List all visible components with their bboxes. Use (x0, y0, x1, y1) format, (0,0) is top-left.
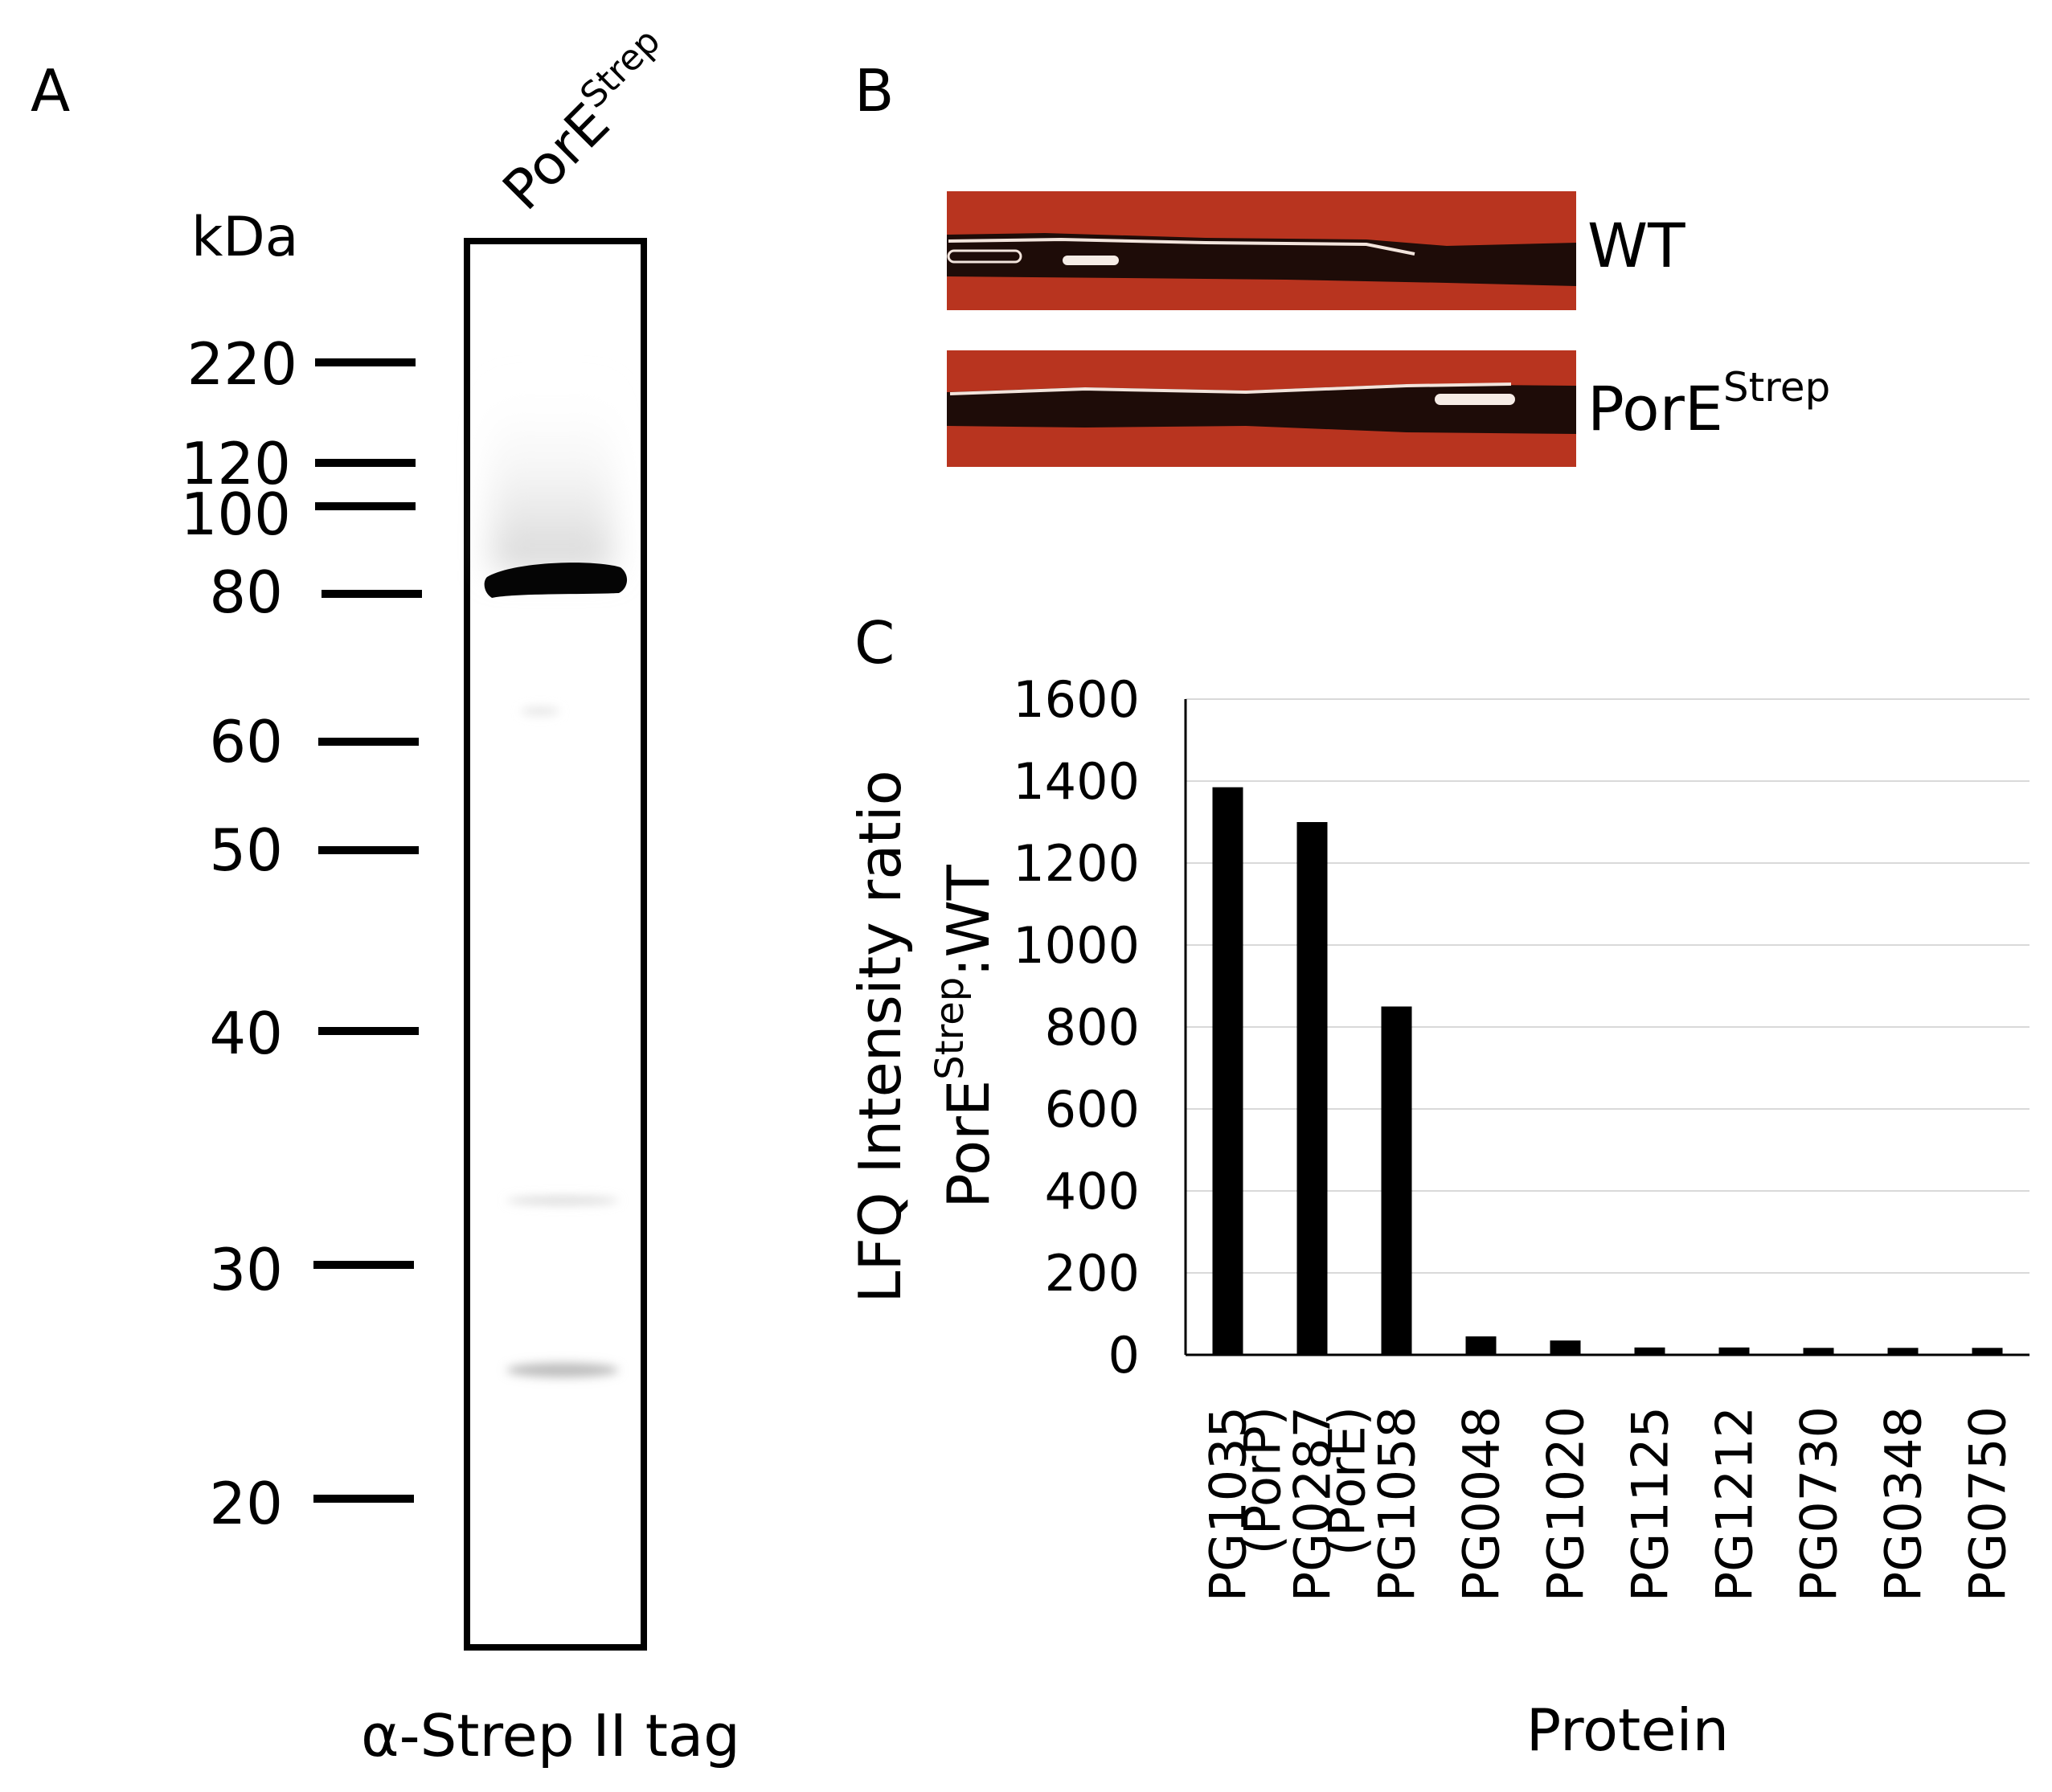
plate-label-pore: PorEStrep (1587, 364, 1830, 444)
y-tick-label: 1000 (1013, 916, 1140, 975)
plate-strip-pore (947, 350, 1576, 467)
x-tick-label: PG0348 (1874, 1406, 1933, 1602)
colony-streak (947, 233, 1576, 286)
x-tick-label: PG0750 (1959, 1406, 2017, 1602)
x-tick-label: PG1020 (1537, 1406, 1595, 1602)
plate-label-wt-text: WT (1587, 210, 1685, 281)
marker-tick (315, 358, 416, 366)
bar (1972, 1348, 2003, 1355)
panel-b: B WT PorEStrep (854, 57, 1830, 467)
marker-label: 100 (181, 481, 291, 548)
plate-label-pore-sup: Strep (1723, 364, 1830, 411)
marker-label: 120 (181, 430, 291, 497)
western-blot (464, 238, 647, 1651)
blot-main-band (484, 563, 628, 598)
marker-tick (313, 1495, 414, 1503)
bar (1550, 1340, 1581, 1355)
marker-tick (313, 1261, 414, 1269)
plate-strip-wt (947, 191, 1576, 310)
bar (1718, 1347, 1750, 1355)
bar (1887, 1348, 1919, 1355)
y-tick-label: 200 (1045, 1244, 1140, 1303)
lane-label: PorEStrep (487, 21, 689, 223)
panel-b-letter: B (854, 57, 894, 125)
marker-tick (318, 1027, 419, 1035)
x-tick-label: PG0287 (1284, 1406, 1342, 1602)
bar (1803, 1348, 1834, 1355)
x-tick-label: PG1212 (1706, 1406, 1764, 1602)
ladder: 220 120 100 80 60 50 40 30 20 (181, 330, 422, 1537)
bar (1212, 787, 1243, 1355)
x-tick-label: PG0048 (1452, 1406, 1511, 1602)
x-tick-label: PG1035 (1199, 1406, 1258, 1602)
y-tick-label: 400 (1045, 1162, 1140, 1221)
y-tick-label: 0 (1108, 1326, 1140, 1385)
y-tick-label: 600 (1045, 1080, 1140, 1139)
marker-label: 40 (209, 1000, 283, 1067)
y-tick-label: 800 (1045, 998, 1140, 1057)
marker-tick (318, 846, 419, 854)
panel-a: A PorEStrep kDa 220 120 100 80 60 50 40 … (31, 21, 740, 1769)
y-tick-label: 1600 (1013, 670, 1140, 729)
y-tick-label: 1400 (1013, 752, 1140, 811)
marker-label: 50 (209, 816, 283, 884)
blot-smear (492, 378, 612, 571)
marker-label: 20 (209, 1470, 283, 1537)
marker-label: 60 (209, 708, 283, 775)
blot-caption: α-Strep II tag (361, 1702, 740, 1769)
bar (1465, 1336, 1497, 1355)
chart-y-ticks: 0 200 400 600 800 1000 1200 1400 1600 (1013, 670, 1140, 1385)
x-tick-sublabel: (PorP) (1234, 1406, 1292, 1554)
lane-label-sup: Strep (572, 21, 668, 117)
plate-label-wt: WT (1587, 210, 1685, 281)
colony-highlight (948, 237, 1415, 256)
blot-faint-band (521, 707, 559, 715)
y-label-sup: Strep (928, 977, 973, 1080)
colony-highlight (949, 383, 1512, 395)
x-tick-label: PG1058 (1368, 1406, 1427, 1602)
bar (1296, 822, 1328, 1355)
x-tick-sublabel: (PorE) (1318, 1406, 1377, 1556)
bar (1634, 1347, 1665, 1355)
y-axis-label-line2: PorEStrep:WT (928, 864, 1002, 1208)
blot-faint-band (506, 1363, 619, 1377)
panel-a-letter: A (31, 57, 70, 125)
x-axis-label: Protein (1526, 1696, 1729, 1764)
colony-highlight (947, 249, 1022, 264)
colony-streak (947, 384, 1576, 434)
y-tick-label: 1200 (1013, 834, 1140, 893)
marker-tick (322, 590, 422, 598)
marker-label: 30 (209, 1236, 283, 1303)
marker-tick (315, 502, 416, 510)
y-label-wt: :WT (935, 864, 1002, 976)
marker-tick (315, 459, 416, 467)
chart-bars (1212, 787, 2003, 1355)
chart-x-ticks: PG1035 PG0287(PorP) PG1058(PorE) PG0048 PG10… (1199, 1406, 2017, 1602)
blot-faint-band (506, 1197, 619, 1205)
kda-label: kDa (191, 206, 298, 269)
plate-label-pore-main: PorE (1587, 373, 1723, 444)
panel-c-letter: C (854, 609, 895, 677)
y-axis-label-line1: LFQ Intensity ratio (846, 770, 914, 1303)
marker-label: 80 (209, 558, 283, 626)
marker-tick (318, 738, 419, 746)
bar (1381, 1006, 1412, 1355)
marker-label: 220 (187, 330, 297, 398)
x-tick-label: PG0730 (1790, 1406, 1849, 1602)
colony-highlight (1063, 256, 1119, 265)
colony-highlight (1435, 394, 1515, 405)
x-tick-label: PG1125 (1621, 1406, 1680, 1602)
y-label-pore: PorE (935, 1080, 1002, 1209)
